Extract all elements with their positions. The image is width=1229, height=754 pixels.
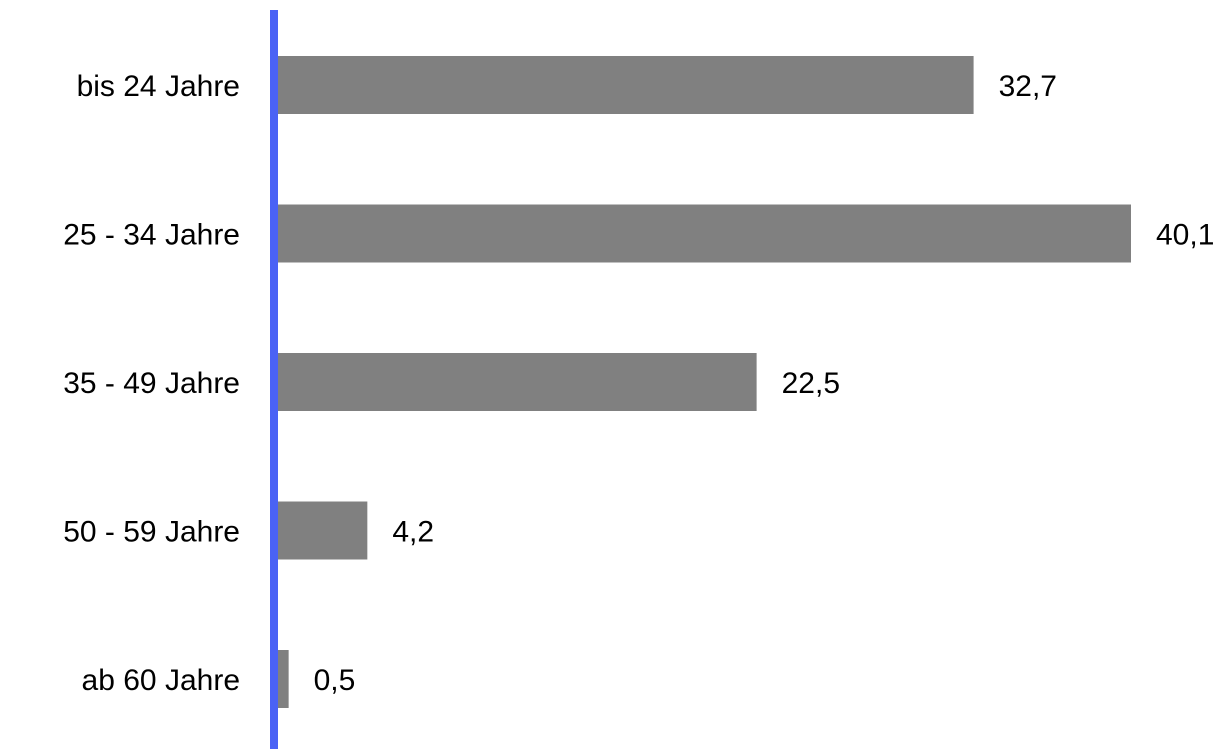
bars-layer (278, 56, 1131, 708)
category-label: 35 - 49 Jahre (63, 367, 240, 400)
bar (278, 204, 1131, 263)
category-label: 25 - 34 Jahre (63, 219, 240, 252)
bar (278, 353, 757, 411)
value-label: 40,1 (1156, 219, 1214, 252)
category-label: 50 - 59 Jahre (63, 516, 240, 549)
value-label: 32,7 (999, 70, 1057, 103)
category-label: bis 24 Jahre (77, 70, 240, 103)
value-label: 0,5 (314, 664, 356, 697)
category-label: ab 60 Jahre (82, 664, 240, 697)
value-label: 22,5 (782, 367, 840, 400)
bar (278, 56, 974, 114)
bar (278, 501, 368, 560)
value-label: 4,2 (392, 516, 434, 549)
bar (278, 650, 289, 708)
labels-layer: bis 24 Jahre 32,7 25 - 34 Jahre 40,1 35 - 49… (63, 70, 1214, 697)
y-axis-line (270, 10, 278, 749)
